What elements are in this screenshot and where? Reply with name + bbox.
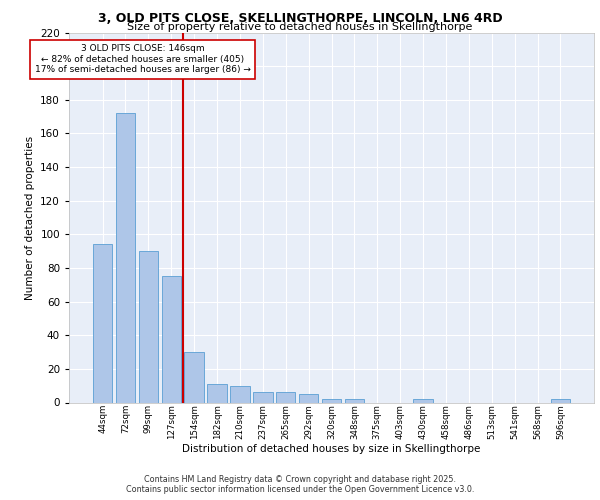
Bar	[344, 399, 364, 402]
Bar	[299, 394, 319, 402]
Bar	[551, 399, 570, 402]
Bar	[413, 399, 433, 402]
Bar	[93, 244, 112, 402]
X-axis label: Distribution of detached houses by size in Skellingthorpe: Distribution of detached houses by size …	[182, 444, 481, 454]
Bar	[276, 392, 295, 402]
Bar	[253, 392, 272, 402]
Bar	[208, 384, 227, 402]
Text: 3, OLD PITS CLOSE, SKELLINGTHORPE, LINCOLN, LN6 4RD: 3, OLD PITS CLOSE, SKELLINGTHORPE, LINCO…	[98, 12, 502, 26]
Bar	[184, 352, 204, 403]
Bar	[322, 399, 341, 402]
Y-axis label: Number of detached properties: Number of detached properties	[25, 136, 35, 300]
Text: Contains HM Land Registry data © Crown copyright and database right 2025.
Contai: Contains HM Land Registry data © Crown c…	[126, 474, 474, 494]
Bar	[139, 251, 158, 402]
Bar	[161, 276, 181, 402]
Bar	[230, 386, 250, 402]
Bar	[116, 113, 135, 403]
Text: 3 OLD PITS CLOSE: 146sqm
← 82% of detached houses are smaller (405)
17% of semi-: 3 OLD PITS CLOSE: 146sqm ← 82% of detach…	[35, 44, 251, 74]
Text: Size of property relative to detached houses in Skellingthorpe: Size of property relative to detached ho…	[127, 22, 473, 32]
